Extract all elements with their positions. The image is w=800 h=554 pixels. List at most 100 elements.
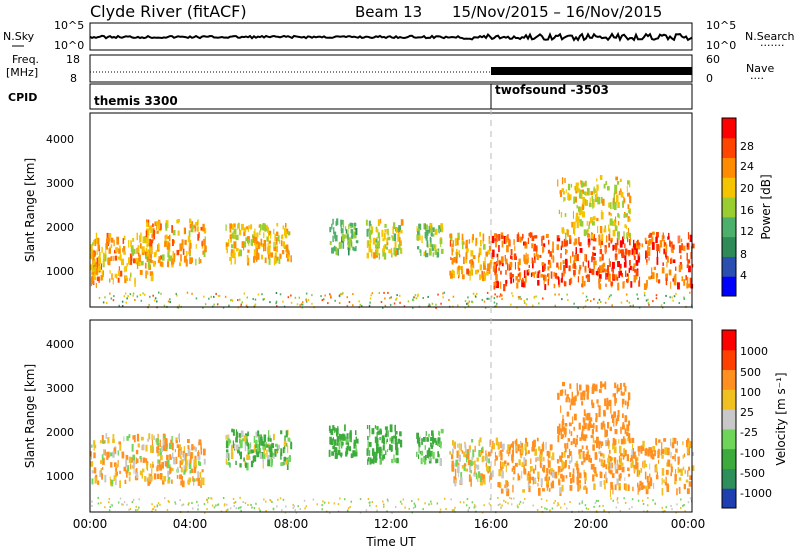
velocity-heatmap-cell [566,507,568,510]
velocity-panel-frame [89,319,693,513]
velocity-heatmap-cell [614,429,618,435]
power-heatmap-cell [554,272,558,279]
velocity-heatmap-cell [566,411,570,417]
velocity-heatmap-cell [97,502,100,505]
velocity-heatmap-cell [175,440,178,444]
velocity-heatmap-cell [119,470,121,474]
velocity-colorbar-swatch [722,369,736,390]
velocity-heatmap-cell [612,393,614,397]
power-heatmap-cell [596,178,598,182]
velocity-heatmap-cell [603,480,606,485]
power-heatmap-cell [627,204,630,210]
velocity-heatmap-cell [232,440,234,448]
power-heatmap-cell [370,294,372,297]
velocity-heatmap-cell [624,477,626,482]
nave-tick-bottom: 0 [706,72,713,85]
velocity-heatmap-cell [505,485,508,492]
power-heatmap-cell [94,238,97,247]
velocity-heatmap-cell [675,448,678,453]
velocity-heatmap-cell [501,443,505,450]
power-heatmap-cell [484,257,486,265]
velocity-heatmap-cell [255,441,257,449]
power-heatmap-cell [243,292,246,295]
power-heatmap-cell [500,281,502,289]
velocity-heatmap-cell [257,430,260,437]
velocity-heatmap-cell [651,447,653,452]
velocity-heatmap-cell [489,439,491,447]
power-heatmap-cell [561,240,564,248]
velocity-heatmap-cell [207,497,210,500]
velocity-heatmap-cell [477,474,479,482]
power-heatmap-cell [189,252,191,257]
velocity-heatmap-cell [536,437,539,442]
velocity-heatmap-cell [151,434,153,441]
velocity-heatmap-cell [637,446,641,452]
power-heatmap-cell [276,305,278,308]
power-heatmap-cell [627,232,629,238]
velocity-heatmap-cell [572,468,575,474]
power-heatmap-cell [632,266,635,272]
velocity-heatmap-cell [474,468,476,475]
power-heatmap-cell [371,226,374,234]
power-heatmap-cell [275,292,278,294]
velocity-heatmap-cell [485,450,487,458]
velocity-heatmap-cell [150,445,153,453]
power-heatmap-cell [537,271,540,278]
velocity-heatmap-cell [557,502,559,505]
power-heatmap-cell [562,260,565,265]
velocity-heatmap-cell [430,436,433,441]
power-heatmap-cell [512,294,514,297]
power-heatmap-cell [492,249,495,258]
velocity-heatmap-cell [104,449,106,456]
power-heatmap-cell [663,235,665,239]
velocity-heatmap-cell [552,452,555,461]
power-heatmap-cell [226,248,228,254]
velocity-heatmap-cell [571,391,573,400]
power-heatmap-cell [531,243,534,249]
velocity-heatmap-cell [117,450,119,456]
velocity-heatmap-cell [270,462,273,468]
power-heatmap-cell [391,252,393,258]
power-heatmap-cell [510,255,512,259]
power-heatmap-cell [267,246,270,254]
power-heatmap-cell [115,247,119,253]
velocity-heatmap-cell [343,434,346,441]
velocity-heatmap-cell [545,442,547,450]
velocity-heatmap-cell [369,425,371,433]
power-heatmap-cell [189,243,192,249]
velocity-heatmap-cell [666,484,670,493]
power-heatmap-cell [106,301,108,304]
power-heatmap-cell [92,251,95,260]
power-heatmap-cell [645,251,647,260]
power-heatmap-cell [652,300,654,303]
cpid-label: CPID [8,91,37,104]
velocity-heatmap-cell [609,462,612,470]
velocity-heatmap-cell [226,449,229,453]
power-heatmap-cell [523,241,525,246]
velocity-heatmap-cell [614,393,616,399]
power-heatmap-cell [195,244,197,249]
power-heatmap-cell [123,251,126,255]
power-heatmap-cell [593,262,596,269]
power-heatmap-cell [534,271,537,275]
velocity-heatmap-cell [570,431,573,437]
power-heatmap-cell [470,268,473,276]
power-heatmap-cell [532,304,534,307]
power-heatmap-cell [348,247,350,256]
power-heatmap-cell [112,299,115,302]
velocity-heatmap-cell [139,456,142,460]
power-heatmap-cell [147,249,150,254]
power-heatmap-cell [123,245,126,251]
power-heatmap-cell [381,229,384,238]
power-heatmap-cell [167,249,170,257]
velocity-heatmap-cell [225,453,229,459]
power-heatmap-cell [568,265,571,272]
velocity-heatmap-cell [565,433,567,438]
power-heatmap-cell [499,263,501,267]
power-heatmap-cell [239,298,241,301]
power-heatmap-cell [294,296,297,299]
power-heatmap-cell [399,237,401,245]
power-heatmap-cell [423,251,427,257]
velocity-heatmap-cell [588,420,591,428]
velocity-heatmap-cell [569,485,573,491]
